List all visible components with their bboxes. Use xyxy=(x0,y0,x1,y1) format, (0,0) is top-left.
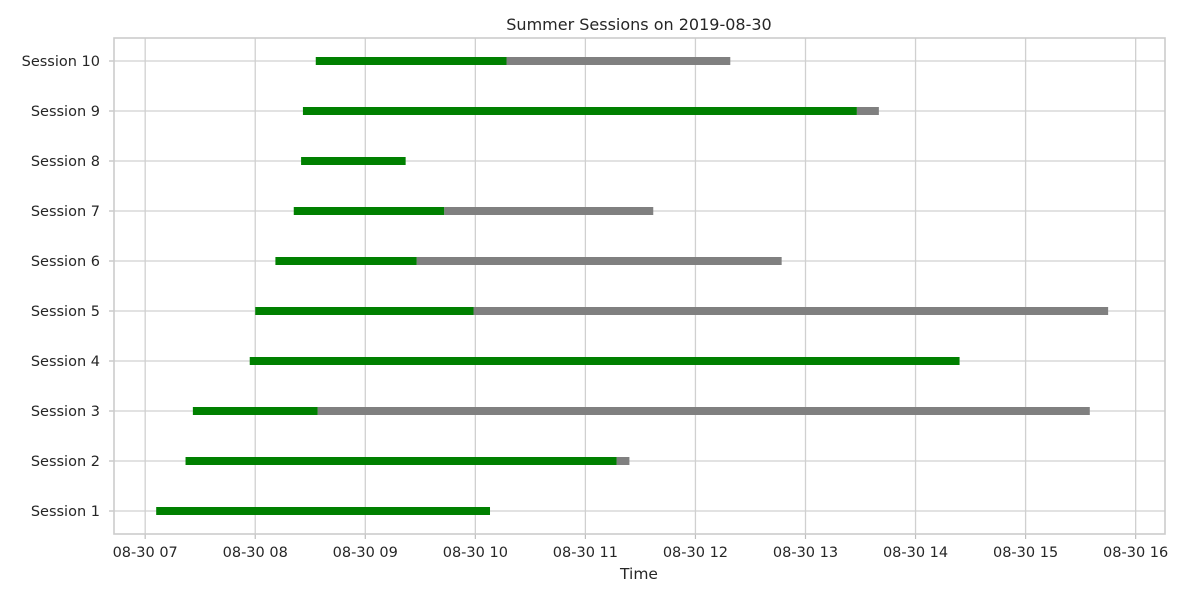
y-tick-label: Session 1 xyxy=(31,504,100,520)
session-remaining-bar xyxy=(416,257,782,265)
x-tick-label: 08-30 14 xyxy=(883,545,948,561)
session-remaining-bar xyxy=(473,307,1109,315)
session-active-bar xyxy=(156,507,491,515)
session-remaining-bar xyxy=(506,57,731,65)
session-active-bar xyxy=(249,357,960,365)
y-tick-label: Session 7 xyxy=(31,204,100,220)
session-active-bar xyxy=(255,307,474,315)
x-tick-label: 08-30 09 xyxy=(333,545,398,561)
x-tick-label: 08-30 10 xyxy=(443,545,508,561)
session-active-bar xyxy=(275,257,417,265)
x-tick-label: 08-30 08 xyxy=(223,545,288,561)
y-tick-label: Session 6 xyxy=(31,254,100,270)
session-active-bar xyxy=(293,207,445,215)
session-remaining-bar xyxy=(317,407,1090,415)
y-tick-label: Session 10 xyxy=(22,54,100,70)
y-tick-label: Session 5 xyxy=(31,304,100,320)
x-tick-labels: 08-30 07 08-30 08 08-30 09 08-30 10 08-30 11… xyxy=(113,545,1169,561)
plot-frame xyxy=(113,37,1166,535)
y-tick-label: Session 2 xyxy=(31,454,100,470)
session-active-bar xyxy=(192,407,318,415)
session-active-bar xyxy=(301,157,406,165)
x-tick-label: 08-30 15 xyxy=(993,545,1058,561)
x-tick-label: 08-30 07 xyxy=(113,545,178,561)
y-tick-label: Session 8 xyxy=(31,154,100,170)
session-remaining-bar xyxy=(444,207,654,215)
session-remaining-bar xyxy=(856,107,879,115)
x-axis-label: Time xyxy=(619,565,658,583)
y-tick-label: Session 4 xyxy=(31,354,100,370)
session-active-bar xyxy=(185,457,617,465)
bars-layer xyxy=(156,57,1109,515)
y-tick-label: Session 9 xyxy=(31,104,100,120)
y-tick-labels: Session 1 Session 2 Session 3 Session 4 Sess… xyxy=(22,54,100,520)
y-tick-label: Session 3 xyxy=(31,404,100,420)
chart-title: Summer Sessions on 2019-08-30 xyxy=(506,15,771,34)
x-tick-label: 08-30 16 xyxy=(1103,545,1168,561)
session-active-bar xyxy=(315,57,507,65)
session-active-bar xyxy=(302,107,857,115)
x-tick-label: 08-30 13 xyxy=(773,545,838,561)
x-tick-label: 08-30 11 xyxy=(553,545,618,561)
x-tick-label: 08-30 12 xyxy=(663,545,728,561)
session-remaining-bar xyxy=(616,457,630,465)
